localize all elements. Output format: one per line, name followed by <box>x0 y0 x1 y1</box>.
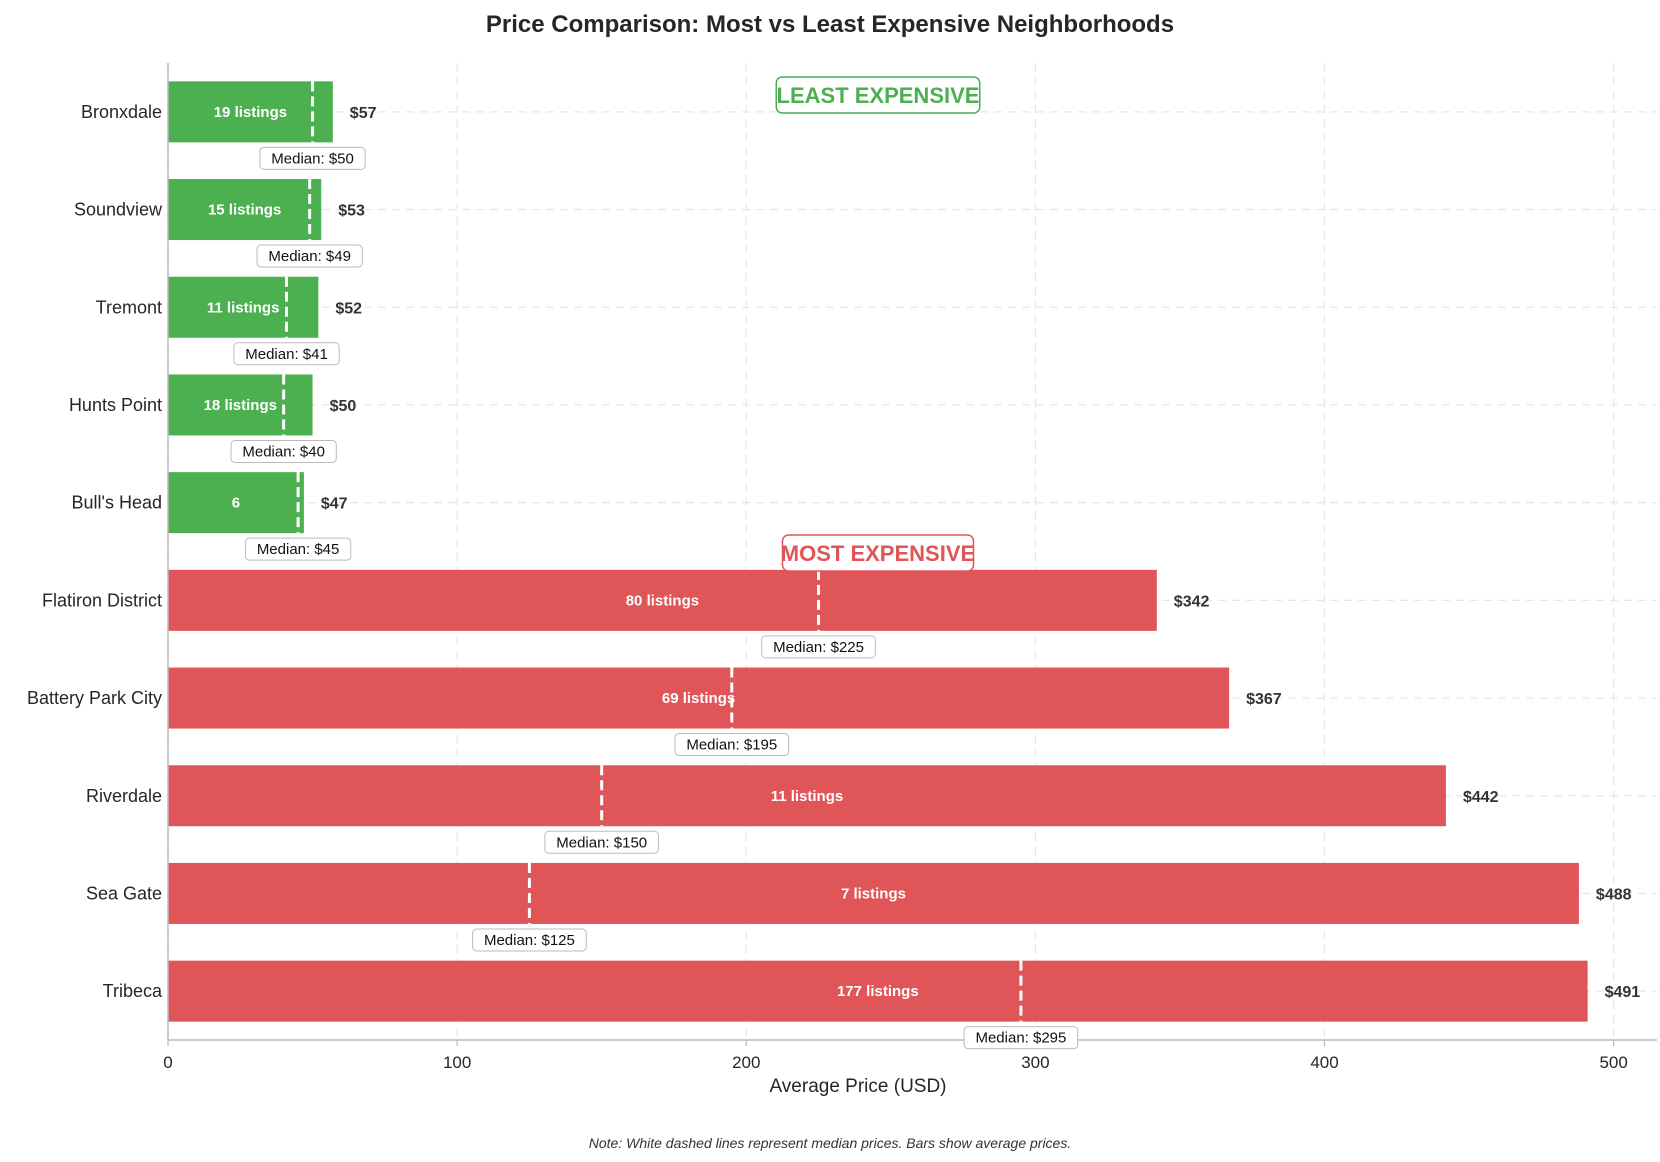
bar-listings-label: 11 listings <box>207 299 280 316</box>
y-tick-label: Hunts Point <box>69 395 162 415</box>
bar-tribeca <box>168 960 1588 1022</box>
y-tick-label: Bronxdale <box>81 102 162 122</box>
bar-value-label: $53 <box>338 203 365 220</box>
median-box <box>256 244 363 268</box>
bar-listings-label: 7 listings <box>841 885 906 902</box>
y-tick-label: Tremont <box>96 297 162 317</box>
group-header-box <box>781 534 975 572</box>
bars-layer: 19 listings 15 listings 11 listings 18 list… <box>168 81 1588 1022</box>
median-box <box>761 635 876 659</box>
y-tick-label: Riverdale <box>86 786 162 806</box>
bar-listings-label: 69 listings <box>662 690 735 707</box>
chart-title: Price Comparison: Most vs Least Expensiv… <box>486 11 1174 38</box>
median-label: Median: $41 <box>245 346 328 363</box>
median-label: Median: $50 <box>271 150 354 167</box>
median-label: Median: $195 <box>686 737 777 754</box>
bar-listings-label: 177 listings <box>837 983 919 1000</box>
x-tick-label: 400 <box>1310 1053 1338 1072</box>
y-tick-label: Soundview <box>74 200 163 220</box>
bar-value-label: $491 <box>1605 984 1641 1001</box>
bar-bronxdale <box>168 81 333 143</box>
group-header-box <box>775 76 981 114</box>
median-box <box>230 439 337 463</box>
axes-layer: 0 100 200 300 400 500 Bronxdale Soundview Tremon… <box>27 63 1657 1072</box>
y-tick-label: Battery Park City <box>27 688 162 708</box>
bar-listings-label: 15 listings <box>208 202 281 219</box>
bar-value-label: $488 <box>1596 886 1632 903</box>
labels-layer: $57 Median: $50 $53 Median: $49 $52 Median: $… <box>230 76 1641 1050</box>
y-tick-label: Flatiron District <box>42 590 162 610</box>
bar-value-label: $52 <box>335 300 362 317</box>
y-tick-label: Tribeca <box>103 981 163 1001</box>
bar-sea-gate <box>168 862 1579 924</box>
bar-listings-label: 80 listings <box>626 592 699 609</box>
median-box <box>472 928 587 952</box>
bar-listings-label: 19 listings <box>214 104 287 121</box>
median-label: Median: $125 <box>484 932 575 949</box>
x-tick-label: 500 <box>1599 1053 1627 1072</box>
bar-listings-label: 18 listings <box>204 397 277 414</box>
median-label: Median: $49 <box>268 248 351 265</box>
bar-tremont <box>168 276 319 338</box>
x-axis-label: Average Price (USD) <box>769 1076 946 1097</box>
bar-listings-label: 6 <box>232 495 240 512</box>
median-box <box>963 1026 1079 1050</box>
bar-value-label: $342 <box>1174 593 1210 610</box>
bar-value-label: $47 <box>321 496 348 513</box>
x-tick-label: 0 <box>163 1053 172 1072</box>
median-label: Median: $295 <box>975 1030 1066 1047</box>
x-tick-label: 200 <box>732 1053 760 1072</box>
y-tick-label: Bull's Head <box>72 493 162 513</box>
x-tick-label: 300 <box>1021 1053 1049 1072</box>
median-box <box>674 733 790 757</box>
bar-flatiron-district <box>168 569 1157 631</box>
median-box <box>544 830 659 854</box>
median-box <box>244 537 352 561</box>
bar-value-label: $442 <box>1463 789 1499 806</box>
bar-battery-park-city <box>168 667 1230 729</box>
median-label: Median: $150 <box>556 834 647 851</box>
bar-soundview <box>168 179 322 241</box>
bar-hunts-point <box>168 374 313 436</box>
bar-value-label: $50 <box>330 398 357 415</box>
group-header-label: LEAST EXPENSIVE <box>777 83 980 108</box>
median-label: Median: $45 <box>257 541 340 558</box>
median-label: Median: $40 <box>242 443 325 460</box>
bar-value-label: $367 <box>1246 691 1282 708</box>
bar-listings-label: 11 listings <box>771 788 844 805</box>
median-box <box>259 146 366 170</box>
median-label: Median: $225 <box>773 639 864 656</box>
bar-riverdale <box>168 765 1446 827</box>
bar-bull-s-head <box>168 472 304 534</box>
group-header-label: MOST EXPENSIVE <box>781 541 975 566</box>
y-tick-label: Sea Gate <box>86 883 162 903</box>
median-box <box>233 342 340 366</box>
chart-note: Note: White dashed lines represent media… <box>589 1135 1071 1151</box>
bar-value-label: $57 <box>350 105 377 122</box>
x-tick-label: 100 <box>443 1053 471 1072</box>
